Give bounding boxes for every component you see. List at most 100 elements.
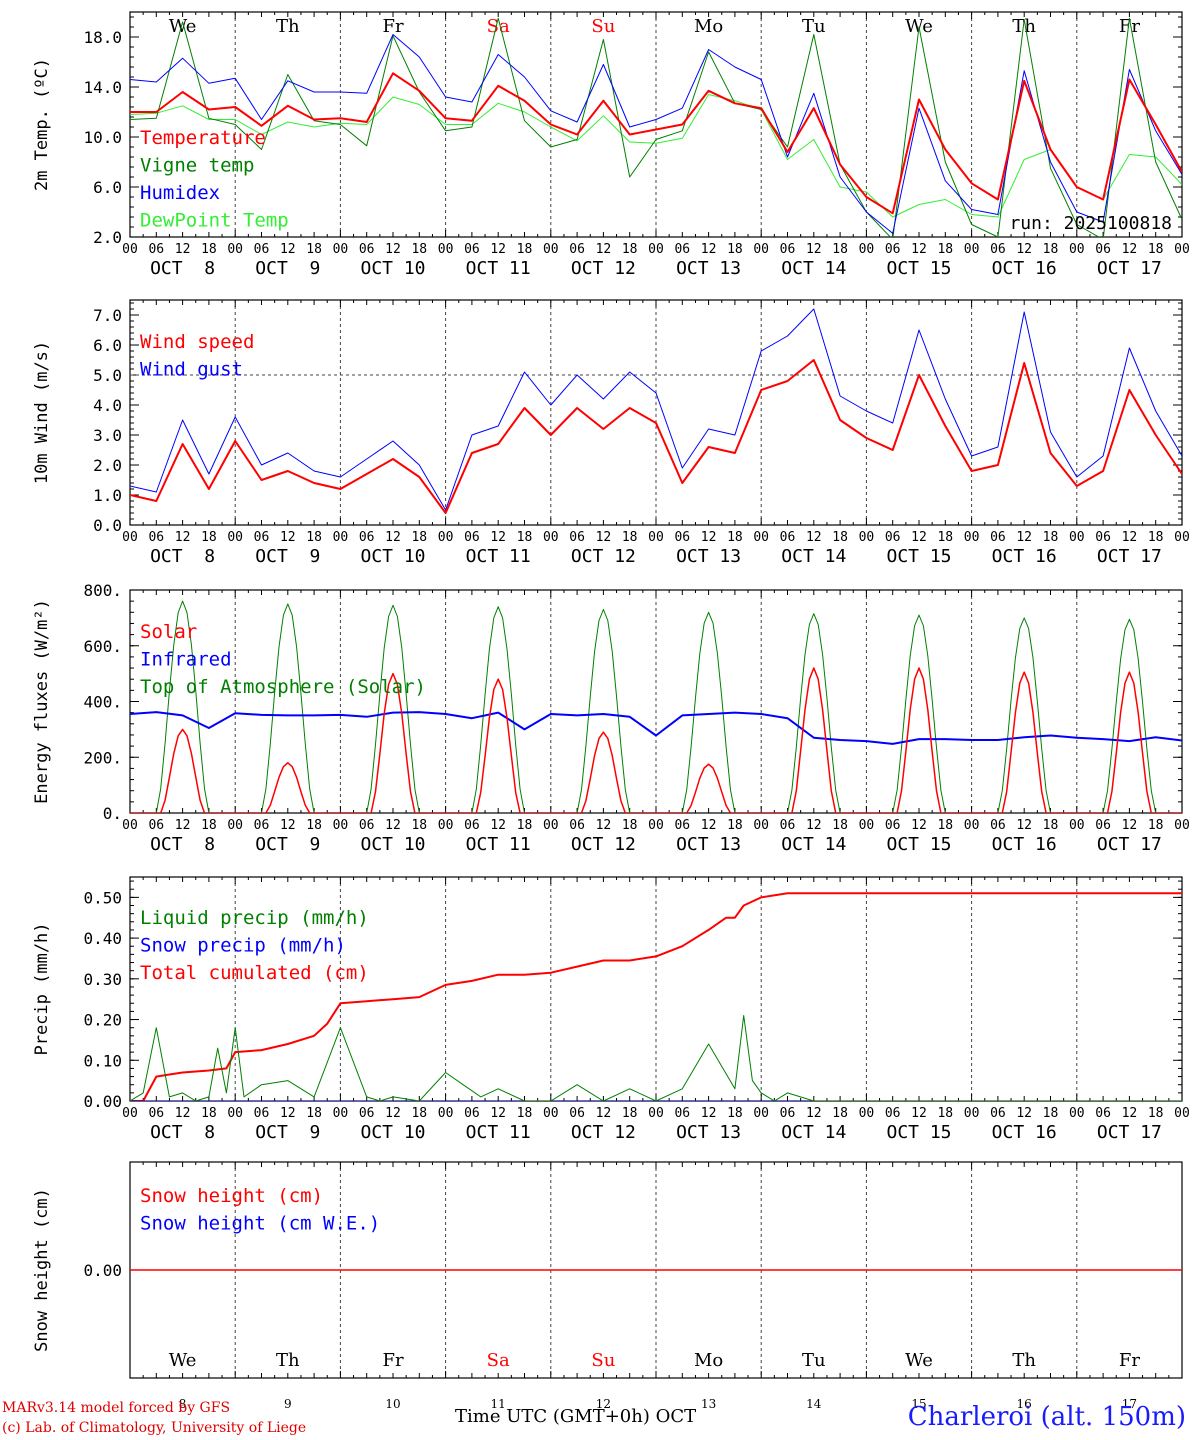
day-name: Tu	[802, 16, 826, 37]
hour-label: 00	[438, 242, 454, 257]
date-label: OCT 17	[1097, 834, 1162, 855]
hour-label: 12	[175, 1106, 191, 1121]
y-tick-label: 2.0	[93, 456, 122, 475]
y-tick-label: 0.10	[83, 1051, 122, 1070]
hour-label: 18	[1043, 242, 1059, 257]
day-number: 15	[911, 1397, 926, 1411]
hour-label: 18	[306, 242, 322, 257]
y-tick-label: 6.0	[93, 178, 122, 197]
y-tick-label: 0.50	[83, 888, 122, 907]
hour-label: 00	[964, 242, 980, 257]
day-number: 11	[491, 1397, 506, 1411]
day-name: Sa	[487, 16, 510, 37]
day-name: Mo	[694, 16, 723, 37]
hour-label: 18	[1148, 242, 1164, 257]
hour-label: 06	[674, 1106, 690, 1121]
hour-label: 12	[596, 1106, 612, 1121]
hour-label: 18	[517, 242, 533, 257]
hour-label: 00	[859, 530, 875, 545]
date-label: OCT 10	[360, 546, 425, 567]
hour-label: 06	[254, 242, 270, 257]
hour-label: 18	[622, 818, 638, 833]
hour-label: 12	[701, 818, 717, 833]
hour-label: 18	[411, 818, 427, 833]
hour-label: 12	[1122, 530, 1138, 545]
date-label: OCT 11	[466, 1122, 531, 1143]
hour-label: 00	[438, 530, 454, 545]
hour-label: 06	[569, 242, 585, 257]
y-tick-label: 600.	[83, 637, 122, 656]
hour-label: 18	[1148, 530, 1164, 545]
hour-label: 06	[885, 818, 901, 833]
hour-label: 00	[648, 530, 664, 545]
y-axis-label: Energy fluxes (W/m²)	[32, 599, 52, 804]
hour-label: 18	[727, 818, 743, 833]
y-tick-label: 1.0	[93, 486, 122, 505]
date-label: OCT 13	[676, 258, 741, 279]
hour-label: 18	[411, 530, 427, 545]
day-number: 8	[179, 1397, 187, 1411]
date-label: OCT 15	[886, 258, 951, 279]
date-label: OCT 8	[150, 834, 215, 855]
day-name: We	[169, 16, 197, 37]
hour-label: 06	[780, 242, 796, 257]
hour-label: 00	[964, 1106, 980, 1121]
hour-label: 00	[859, 242, 875, 257]
day-name: Th	[1012, 16, 1036, 37]
hour-label: 12	[280, 818, 296, 833]
date-label: OCT 15	[886, 1122, 951, 1143]
panel-frame	[129, 589, 1183, 814]
hour-label: 06	[254, 818, 270, 833]
hour-label: 18	[517, 530, 533, 545]
hour-label: 00	[543, 1106, 559, 1121]
day-name: Fr	[382, 1350, 403, 1371]
date-label: OCT 8	[150, 1122, 215, 1143]
hour-label: 06	[885, 1106, 901, 1121]
hour-label: 18	[201, 530, 217, 545]
hour-label: 12	[175, 530, 191, 545]
hour-label: 12	[806, 1106, 822, 1121]
hour-label: 00	[964, 530, 980, 545]
hour-label: 18	[727, 530, 743, 545]
day-name: Sa	[487, 1350, 510, 1371]
date-label: OCT 14	[781, 546, 846, 567]
hour-label: 00	[122, 242, 138, 257]
day-number: 16	[1017, 1397, 1032, 1411]
hour-label: 18	[1043, 1106, 1059, 1121]
hour-label: 06	[990, 530, 1006, 545]
y-axis-label: Snow height (cm)	[32, 1188, 52, 1352]
hour-label: 06	[1095, 530, 1111, 545]
hour-label: 18	[727, 1106, 743, 1121]
day-number: 10	[385, 1397, 400, 1411]
y-tick-label: 0.20	[83, 1011, 122, 1030]
hour-label: 18	[1148, 818, 1164, 833]
date-label: OCT 10	[360, 258, 425, 279]
date-label: OCT 12	[571, 1122, 636, 1143]
hour-label: 12	[385, 1106, 401, 1121]
y-tick-label: 6.0	[93, 336, 122, 355]
series-line-dewpoint-temp	[130, 94, 1182, 218]
y-tick-label: 0.00	[83, 1092, 122, 1111]
y-tick-label: 400.	[83, 693, 122, 712]
hour-label: 00	[648, 818, 664, 833]
hour-label: 06	[780, 818, 796, 833]
day-number: 12	[596, 1397, 611, 1411]
hour-label: 18	[306, 530, 322, 545]
legend-entry: Top of Atmosphere (Solar)	[140, 676, 426, 698]
hour-label: 12	[490, 530, 506, 545]
date-label: OCT 13	[676, 1122, 741, 1143]
hour-label: 12	[1122, 818, 1138, 833]
hour-label: 06	[359, 818, 375, 833]
hour-label: 00	[1069, 242, 1085, 257]
hour-label: 18	[622, 530, 638, 545]
hour-label: 12	[911, 818, 927, 833]
hour-label: 12	[385, 818, 401, 833]
hour-label: 06	[359, 1106, 375, 1121]
hour-label: 18	[1148, 1106, 1164, 1121]
hour-label: 06	[1095, 1106, 1111, 1121]
day-number: 13	[701, 1397, 716, 1411]
date-label: OCT 10	[360, 834, 425, 855]
hour-label: 00	[122, 1106, 138, 1121]
hour-label: 00	[438, 1106, 454, 1121]
y-tick-label: 7.0	[93, 306, 122, 325]
